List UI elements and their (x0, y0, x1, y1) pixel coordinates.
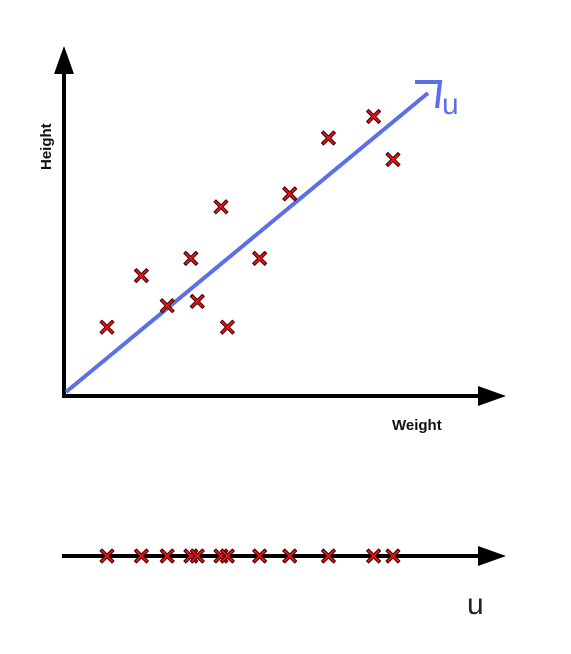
scatter-axes (54, 46, 506, 406)
data-point-x-marker-icon (366, 109, 382, 124)
x-axis-arrow-icon (478, 386, 506, 406)
u-label-top: u (442, 88, 459, 121)
projected-point-x-marker-icon (189, 548, 205, 564)
data-point-x-marker-icon (189, 293, 205, 309)
data-point-x-marker-icon (282, 186, 298, 202)
data-point-x-marker-icon (385, 152, 401, 167)
projected-point-x-marker-icon (159, 548, 175, 564)
data-point-x-marker-icon (252, 250, 268, 266)
projected-point-x-marker-icon (133, 548, 149, 564)
y-axis-label: Height (38, 123, 55, 170)
projected-point-x-marker-icon (366, 548, 382, 564)
data-point-x-marker-icon (99, 319, 115, 335)
data-point-x-marker-icon (219, 319, 235, 335)
projected-point-x-marker-icon (320, 548, 336, 564)
data-point-x-marker-icon (320, 130, 336, 146)
data-point-x-marker-icon (133, 268, 149, 284)
projection-axis-arrow-icon (478, 546, 506, 566)
projected-point-x-marker-icon (219, 548, 235, 564)
projected-points (99, 548, 401, 564)
u-vector-line (64, 91, 430, 394)
u-vector-arrow-icon (415, 80, 443, 109)
u-label-bottom: u (467, 588, 484, 621)
projection-axis: u (62, 546, 506, 621)
projected-point-x-marker-icon (385, 548, 401, 564)
direction-vector-u: u (64, 80, 459, 394)
data-point-x-marker-icon (159, 298, 175, 314)
projected-point-x-marker-icon (252, 548, 268, 564)
projected-point-x-marker-icon (282, 548, 298, 564)
data-point-x-marker-icon (183, 250, 199, 266)
y-axis-arrow-icon (54, 46, 74, 74)
x-axis-label: Weight (392, 417, 442, 434)
scatter-points (99, 109, 401, 335)
projected-point-x-marker-icon (99, 548, 115, 564)
data-point-x-marker-icon (213, 199, 229, 215)
